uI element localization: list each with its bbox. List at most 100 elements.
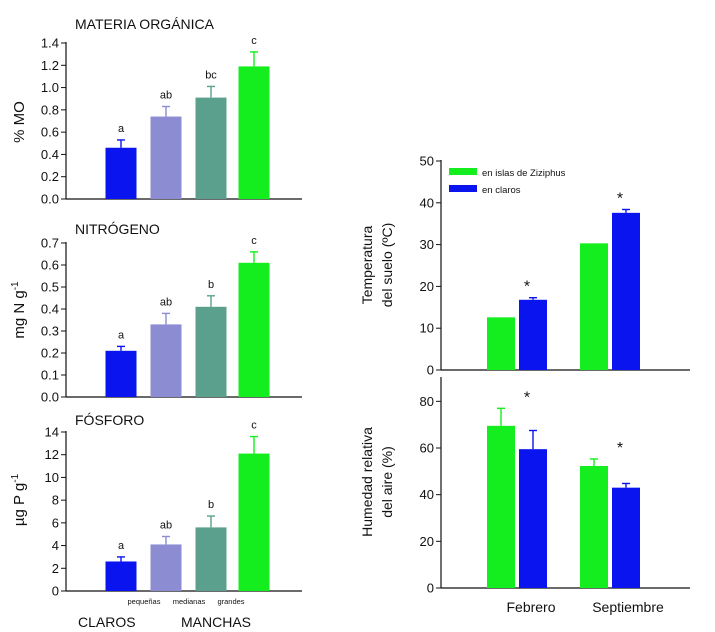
group-label-claros: CLAROS [78,614,136,630]
legend-label-ziziphus: en islas de Ziziphus [482,168,566,179]
bar-grandes [238,262,270,397]
y-axis-label: mg N g-1 [10,281,28,339]
legend: en islas de Ziziphus en claros [449,168,566,196]
bar-medianas [195,306,227,397]
y-tick-label: 60 [420,441,434,456]
chart-title: MATERIA ORGÁNICA [75,16,215,32]
y-tick-label: 0.8 [41,102,59,117]
significance-letter: a [118,123,125,135]
y-tick-label: 0.0 [41,390,59,405]
relative-humidity-chart: Humedad relativa del aire (%) Febrero Sep… [359,377,690,615]
significance-letter: b [208,279,214,291]
bar-pequeñas [150,544,182,591]
group-label-manchas: MANCHAS [181,614,251,630]
significance-letter: c [251,35,257,47]
bar-medianas [195,97,227,199]
y-tick-label: 10 [420,321,434,336]
y-tick-label: 1.0 [41,80,59,95]
bar-septiembre-series-0 [580,243,608,370]
y-axis-label-line-2: del suelo (ºC) [379,223,395,307]
significance-letter: ab [160,90,172,102]
y-tick-label: 0.6 [41,258,59,273]
significance-letter: bc [205,69,217,81]
y-tick-label: 80 [420,394,434,409]
y-tick-label: 0 [427,581,434,596]
y-axis-label-line-1: Temperatura [359,225,375,304]
y-tick-label: 0.1 [41,368,59,383]
significance-letter: a [118,329,125,341]
y-tick-label: 6 [52,515,59,530]
significance-letter: a [118,540,125,552]
bar-febrero-series-1 [519,449,547,588]
y-axis-label-line-1: Humedad relativa [359,427,375,537]
y-axis-label-text: µg P g [11,483,28,526]
y-tick-label: 0.4 [41,147,59,162]
soil-temperature-chart: Temperatura del suelo (ºC) en islas de Zi… [359,154,690,378]
y-tick-label: 40 [420,487,434,502]
significance-asterisk: * [617,190,623,207]
x-tick-label-medianas: medianas [173,597,206,606]
y-tick-label: 0.0 [41,192,59,207]
significance-letter: b [208,499,214,511]
bottom-labels: pequeñas medianas grandes CLAROS MANCHAS [78,597,251,630]
chart-title: FÓSFORO [75,412,144,428]
bar-grandes [238,453,270,591]
chart-title: NITRÓGENO [75,221,160,237]
y-tick-label: 30 [420,237,434,252]
bar-claros [105,561,137,591]
y-tick-label: 0.6 [41,125,59,140]
x-tick-label-grandes: grandes [217,597,244,606]
bar-febrero-series-0 [487,425,515,588]
y-tick-label: 0.3 [41,324,59,339]
y-tick-label: 10 [45,470,59,485]
legend-label-claros: en claros [482,185,521,196]
y-tick-label: 4 [52,538,59,553]
y-axis-label-superscript: -1 [10,281,21,290]
bar-grandes [238,66,270,200]
y-axis-label-superscript: -1 [10,473,21,482]
y-tick-label: 1.2 [41,58,59,73]
significance-asterisk: * [617,440,623,457]
bar-febrero-series-0 [487,317,515,370]
y-axis-label-text: mg N g [11,290,28,338]
bar-claros [105,147,137,199]
y-tick-label: 1.4 [41,36,59,51]
y-tick-label: 2 [52,561,59,576]
y-tick-label: 20 [420,534,434,549]
bar-claros [105,350,137,397]
y-tick-label: 0 [52,584,59,599]
legend-swatch-claros [449,185,477,192]
significance-asterisk: * [524,279,530,296]
nitrogen-chart: NITRÓGENO mg N g-1 0.0 0.1 0.2 0.3 0.4 0.5 0.6… [10,221,302,405]
bar-pequeñas [150,116,182,199]
y-tick-label: 0.4 [41,302,59,317]
organic-matter-chart: MATERIA ORGÁNICA % MO 0.0 0.2 0.4 0.6 0.8 1.0… [11,16,302,207]
y-tick-label: 12 [45,447,59,462]
y-tick-label: 0.7 [41,236,59,251]
significance-letter: c [251,235,257,247]
bar-febrero-series-1 [519,299,547,370]
significance-letter: ab [160,296,172,308]
bar-septiembre-series-1 [612,212,640,370]
y-tick-label: 40 [420,195,434,210]
y-axis-label: Temperatura del suelo (ºC) [359,223,395,307]
y-tick-label: 50 [420,154,434,169]
bar-pequeñas [150,324,182,397]
x-tick-label-febrero: Febrero [506,599,555,615]
bar-septiembre-series-0 [580,465,608,588]
y-tick-label: 14 [45,425,59,440]
legend-swatch-ziziphus [449,168,477,175]
bar-medianas [195,527,227,591]
y-tick-label: 0.2 [41,346,59,361]
y-axis-label: Humedad relativa del aire (%) [359,427,395,537]
x-tick-label-septiembre: Septiembre [592,599,664,615]
phosphorus-chart: FÓSFORO µg P g-1 0 2 4 6 8 10 12 14 a ab b c [10,412,302,599]
bar-septiembre-series-1 [612,487,640,588]
y-axis-label-line-2: del aire (%) [379,446,395,518]
significance-letter: ab [160,519,172,531]
significance-asterisk: * [524,389,530,406]
y-axis-label: µg P g-1 [10,473,28,526]
y-tick-label: 0.2 [41,169,59,184]
significance-letter: c [251,420,257,432]
